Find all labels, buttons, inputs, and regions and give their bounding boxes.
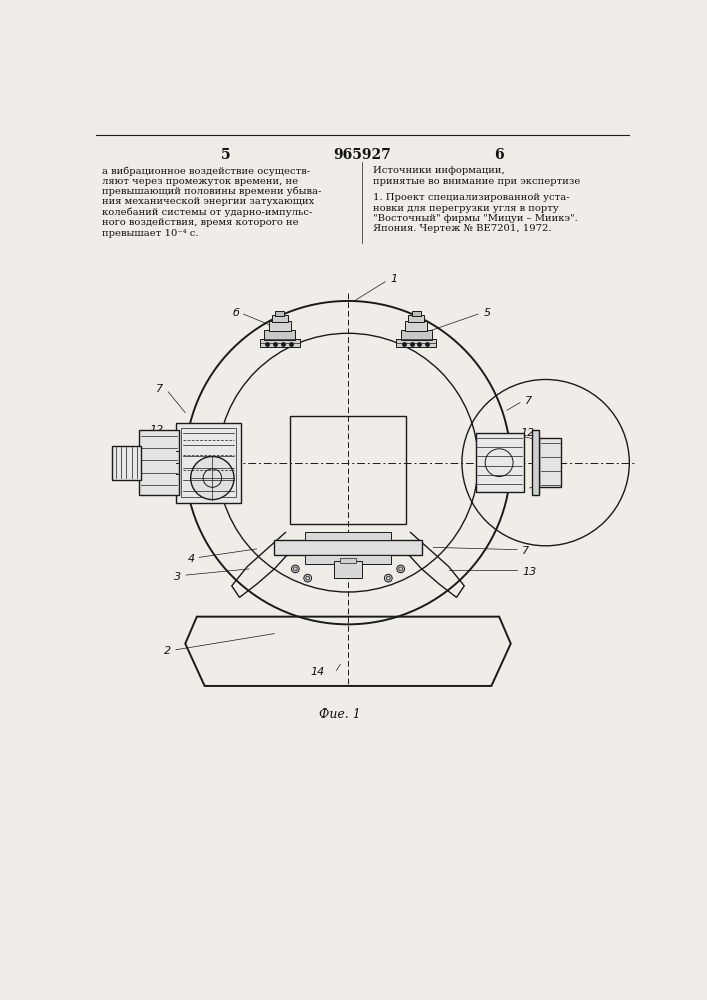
Text: 2: 2 <box>164 646 171 656</box>
Bar <box>269 321 291 331</box>
Bar <box>305 532 391 540</box>
Bar <box>405 321 427 331</box>
Text: 1: 1 <box>534 485 541 495</box>
Bar <box>112 446 141 480</box>
Circle shape <box>385 574 392 582</box>
Bar <box>275 311 284 316</box>
Bar <box>176 423 241 503</box>
Bar <box>539 438 561 487</box>
Bar <box>272 315 288 322</box>
Text: принятые во внимание при экспертизе: принятые во внимание при экспертизе <box>373 177 580 186</box>
Bar <box>139 430 179 495</box>
Text: 7: 7 <box>522 546 530 556</box>
Text: 5: 5 <box>221 148 230 162</box>
Text: 7: 7 <box>525 396 532 406</box>
Text: б: б <box>233 308 240 318</box>
Text: колебаний системы от ударно-импульс-: колебаний системы от ударно-импульс- <box>103 208 312 217</box>
Text: 14: 14 <box>310 667 325 677</box>
Text: 12: 12 <box>520 428 534 438</box>
Bar <box>334 561 362 578</box>
Text: ния механической энергии затухающих: ния механической энергии затухающих <box>103 197 315 206</box>
Text: 3: 3 <box>174 572 182 582</box>
Text: 4: 4 <box>187 554 194 564</box>
Text: новки для перегрузки угля в порту: новки для перегрузки угля в порту <box>373 204 559 213</box>
Text: ляют через промежуток времени, не: ляют через промежуток времени, не <box>103 177 298 186</box>
Bar <box>274 540 421 555</box>
Bar <box>259 339 300 347</box>
Text: Источники информации,: Источники информации, <box>373 166 505 175</box>
Bar <box>182 428 235 497</box>
Circle shape <box>291 565 299 573</box>
Text: 6: 6 <box>494 148 504 162</box>
Text: а вибрационное воздействие осуществ-: а вибрационное воздействие осуществ- <box>103 166 310 176</box>
Text: 1. Проект специализированной уста-: 1. Проект специализированной уста- <box>373 193 569 202</box>
Bar <box>290 416 406 524</box>
Bar <box>396 339 436 347</box>
Text: "Восточный" фирмы "Мицуи – Миикэ".: "Восточный" фирмы "Мицуи – Миикэ". <box>373 214 578 223</box>
Text: 12: 12 <box>149 425 163 435</box>
Text: 13: 13 <box>522 567 537 577</box>
Circle shape <box>397 565 404 573</box>
Text: Фие. 1: Фие. 1 <box>320 708 361 721</box>
Bar <box>401 330 432 340</box>
Circle shape <box>191 456 234 500</box>
Text: 7: 7 <box>156 384 163 394</box>
Bar <box>264 330 296 340</box>
Bar <box>532 430 539 495</box>
Bar <box>305 555 391 564</box>
Bar <box>411 311 421 316</box>
Bar <box>476 433 524 492</box>
Bar <box>409 315 424 322</box>
Text: 5: 5 <box>484 308 491 318</box>
Text: ного воздействия, время которого не: ного воздействия, время которого не <box>103 218 299 227</box>
Text: превышает 10⁻⁴ с.: превышает 10⁻⁴ с. <box>103 229 199 238</box>
Circle shape <box>304 574 312 582</box>
Text: 965927: 965927 <box>333 148 391 162</box>
Text: 1: 1 <box>391 274 398 284</box>
Text: превышающий половины времени убыва-: превышающий половины времени убыва- <box>103 187 322 196</box>
Bar <box>340 558 356 563</box>
Text: Япония. Чертеж № ВЕ7201, 1972.: Япония. Чертеж № ВЕ7201, 1972. <box>373 224 551 233</box>
